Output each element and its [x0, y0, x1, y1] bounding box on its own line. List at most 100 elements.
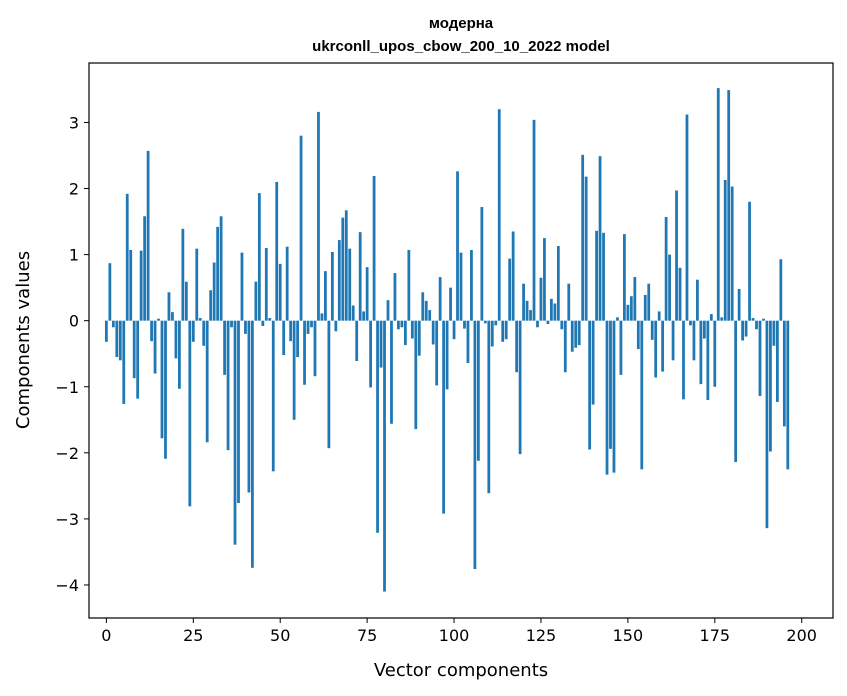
bar — [591, 320, 595, 405]
bar — [598, 156, 602, 321]
x-tick-label: 100 — [439, 626, 470, 645]
bar — [668, 254, 671, 321]
bar — [317, 111, 320, 321]
x-tick-label: 75 — [357, 626, 377, 645]
bar — [397, 320, 400, 330]
bar — [164, 320, 167, 459]
bar — [125, 193, 129, 321]
bar — [212, 262, 216, 321]
bar — [379, 320, 383, 368]
x-tick-label: 125 — [526, 626, 557, 645]
bar — [602, 232, 605, 321]
bar — [261, 320, 265, 326]
x-tick-label: 50 — [270, 626, 290, 645]
bar — [616, 317, 619, 321]
bar — [470, 249, 473, 321]
bar — [174, 320, 178, 359]
bar — [271, 320, 275, 472]
bar — [351, 305, 355, 321]
bar — [355, 320, 359, 361]
bar — [706, 320, 710, 400]
bar — [268, 318, 272, 321]
y-axis-ticks: −4 −3 −2 −1 0 1 2 3 — [55, 113, 89, 595]
bar — [640, 320, 644, 470]
bar — [685, 114, 689, 321]
bar — [525, 300, 529, 321]
bar — [504, 320, 508, 340]
bar — [118, 320, 122, 361]
bar — [115, 320, 119, 358]
bar — [428, 310, 432, 321]
bar — [536, 320, 539, 328]
bar — [529, 310, 532, 321]
bar — [191, 320, 195, 342]
bar — [292, 320, 296, 420]
bar — [716, 88, 720, 321]
bar — [574, 320, 578, 348]
bar — [775, 320, 779, 402]
x-axis-ticks: 0 25 50 75 100 125 150 175 200 — [101, 618, 817, 645]
bar — [515, 320, 519, 373]
bar — [702, 320, 706, 339]
bar — [251, 320, 254, 568]
bar — [772, 320, 776, 346]
bar — [299, 135, 303, 321]
bar — [313, 320, 317, 377]
bar — [675, 190, 678, 321]
bar — [619, 320, 623, 375]
bar — [723, 179, 727, 321]
bar — [334, 320, 338, 332]
bar — [348, 248, 352, 321]
bar — [202, 320, 206, 346]
bar — [424, 300, 428, 321]
bar — [605, 320, 609, 475]
bar — [682, 320, 685, 400]
bar — [769, 320, 772, 452]
bar — [581, 154, 585, 321]
bar — [623, 234, 626, 321]
bar — [459, 252, 463, 321]
bar — [435, 320, 439, 386]
bar — [320, 313, 324, 321]
bar — [393, 273, 397, 321]
bar — [230, 320, 233, 328]
bar — [560, 320, 564, 330]
bar — [188, 320, 192, 507]
bar — [108, 263, 112, 321]
bar — [727, 90, 731, 321]
bar — [296, 320, 299, 358]
bar — [751, 318, 755, 321]
chart-title-line2: ukrconll_upos_cbow_200_10_2022 model — [312, 38, 610, 55]
bar — [501, 320, 505, 342]
bar — [226, 320, 230, 451]
y-tick-label: 3 — [69, 113, 79, 132]
bar — [567, 283, 571, 321]
bar — [494, 320, 498, 326]
bar — [285, 246, 289, 321]
bar — [720, 317, 724, 321]
bar — [104, 320, 108, 342]
bar — [480, 207, 484, 321]
bar — [178, 320, 181, 389]
bar — [171, 312, 174, 321]
bar — [303, 320, 306, 385]
bar — [678, 267, 682, 321]
bar — [139, 250, 143, 321]
bar — [643, 294, 647, 321]
bar — [278, 263, 282, 321]
bar — [111, 320, 115, 328]
bar — [233, 320, 237, 545]
y-tick-label: −3 — [55, 510, 79, 529]
plot-frame — [88, 62, 834, 619]
bar — [386, 300, 390, 321]
bar — [786, 320, 790, 470]
bar — [563, 320, 567, 373]
bar — [219, 216, 223, 321]
bar — [390, 320, 393, 424]
bar — [671, 320, 675, 361]
bar — [410, 320, 414, 339]
bar — [365, 267, 369, 321]
bar — [431, 320, 435, 345]
y-axis-label: Components values — [13, 251, 34, 429]
bar — [383, 320, 386, 592]
